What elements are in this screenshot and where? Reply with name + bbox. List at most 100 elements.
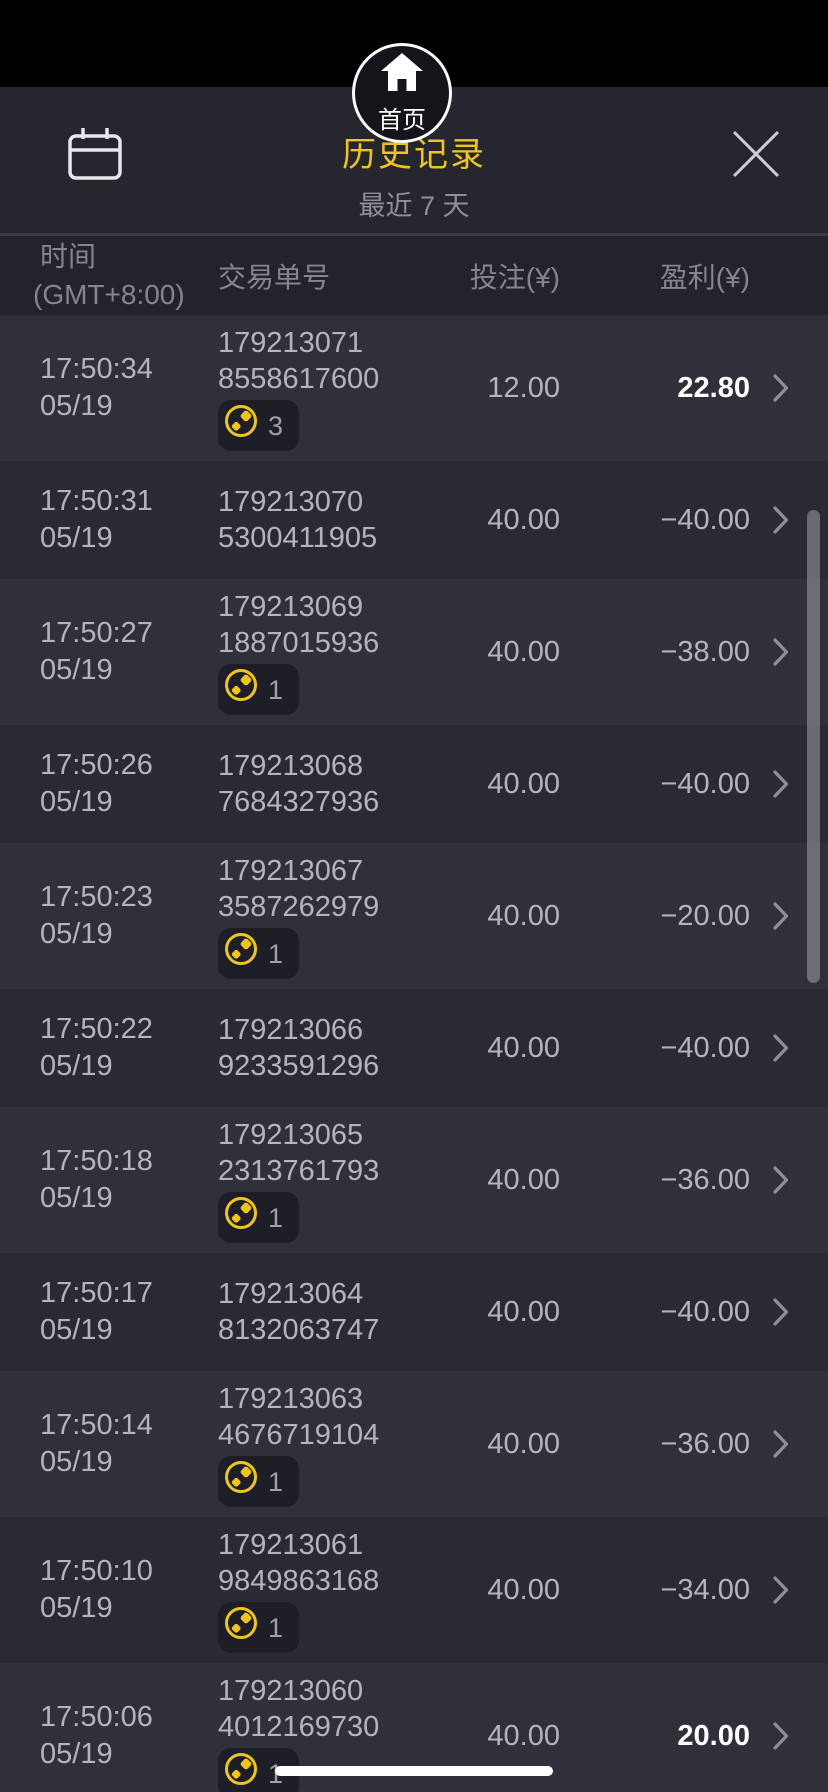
bet-count-badge: 1 bbox=[218, 664, 300, 715]
table-row[interactable]: 17:50:18 05/19 179213065 2313761793 1 40… bbox=[0, 1107, 828, 1253]
home-indicator[interactable] bbox=[275, 1766, 553, 1776]
bet-count-badge: 1 bbox=[218, 1456, 300, 1507]
bet-ball-icon bbox=[223, 1195, 259, 1240]
bet-count-badge: 1 bbox=[218, 928, 300, 979]
row-time: 17:50:23 05/19 bbox=[40, 881, 153, 950]
chevron-right-icon bbox=[750, 373, 790, 403]
bet-ball-icon bbox=[223, 1751, 259, 1792]
row-profit-amount: 20.00 bbox=[677, 1719, 750, 1752]
chevron-right-icon bbox=[750, 1575, 790, 1605]
chevron-right-icon bbox=[750, 769, 790, 799]
table-row[interactable]: 17:50:34 05/19 179213071 8558617600 3 12… bbox=[0, 315, 828, 461]
row-bet-amount: 40.00 bbox=[487, 767, 560, 800]
bet-count-badge: 3 bbox=[218, 400, 300, 451]
row-order-number: 179213071 8558617600 3 bbox=[218, 325, 430, 451]
row-time: 17:50:14 05/19 bbox=[40, 1409, 153, 1478]
chevron-right-icon bbox=[750, 901, 790, 931]
bet-ball-icon bbox=[223, 667, 259, 712]
row-order-number: 179213070 5300411905 bbox=[218, 486, 378, 554]
bet-count-badge: 1 bbox=[218, 1192, 300, 1243]
row-profit-amount: −34.00 bbox=[660, 1573, 750, 1606]
column-header-profit: 盈利(¥) bbox=[659, 261, 750, 293]
table-header: 时间 (GMT+8:00) 交易单号 投注(¥) 盈利(¥) bbox=[0, 233, 828, 315]
bet-count-value: 3 bbox=[268, 410, 284, 441]
row-profit-amount: −40.00 bbox=[660, 1295, 750, 1328]
row-bet-amount: 40.00 bbox=[487, 1163, 560, 1196]
table-row[interactable]: 17:50:22 05/19 179213066 9233591296 40.0… bbox=[0, 989, 828, 1107]
row-bet-amount: 40.00 bbox=[487, 1031, 560, 1064]
table-row[interactable]: 17:50:26 05/19 179213068 7684327936 40.0… bbox=[0, 725, 828, 843]
table-row[interactable]: 17:50:14 05/19 179213063 4676719104 1 40… bbox=[0, 1371, 828, 1517]
bet-ball-icon bbox=[223, 1605, 259, 1650]
calendar-icon bbox=[65, 127, 125, 186]
row-bet-amount: 40.00 bbox=[487, 1573, 560, 1606]
bet-count-value: 1 bbox=[268, 938, 284, 969]
row-order-number: 179213066 9233591296 bbox=[218, 1014, 380, 1082]
chevron-right-icon bbox=[750, 637, 790, 667]
row-bet-amount: 40.00 bbox=[487, 899, 560, 932]
calendar-button[interactable] bbox=[63, 123, 127, 187]
chevron-right-icon bbox=[750, 1721, 790, 1751]
bet-count-badge: 1 bbox=[218, 1602, 300, 1653]
chevron-right-icon bbox=[750, 1429, 790, 1459]
chevron-right-icon bbox=[750, 505, 790, 535]
row-profit-amount: −36.00 bbox=[660, 1163, 750, 1196]
row-profit-amount: −20.00 bbox=[660, 899, 750, 932]
row-order-number: 179213063 4676719104 1 bbox=[218, 1381, 430, 1507]
table-row[interactable]: 17:50:23 05/19 179213067 3587262979 1 40… bbox=[0, 843, 828, 989]
chevron-right-icon bbox=[750, 1297, 790, 1327]
close-icon bbox=[731, 130, 781, 181]
row-order-number: 179213061 9849863168 1 bbox=[218, 1527, 430, 1653]
history-list: 17:50:34 05/19 179213071 8558617600 3 12… bbox=[0, 315, 828, 1792]
row-profit-amount: −40.00 bbox=[660, 1031, 750, 1064]
row-profit-amount: −38.00 bbox=[660, 635, 750, 668]
table-row[interactable]: 17:50:17 05/19 179213064 8132063747 40.0… bbox=[0, 1253, 828, 1371]
row-time: 17:50:10 05/19 bbox=[40, 1555, 153, 1624]
row-bet-amount: 40.00 bbox=[487, 503, 560, 536]
bet-count-value: 1 bbox=[268, 1202, 284, 1233]
bet-ball-icon bbox=[223, 931, 259, 976]
row-time: 17:50:26 05/19 bbox=[40, 749, 153, 818]
table-row[interactable]: 17:50:27 05/19 179213069 1887015936 1 40… bbox=[0, 579, 828, 725]
home-button[interactable]: 首页 bbox=[352, 43, 452, 143]
home-button-label: 首页 bbox=[378, 106, 426, 134]
row-time: 17:50:18 05/19 bbox=[40, 1145, 153, 1214]
row-order-number: 179213064 8132063747 bbox=[218, 1278, 380, 1346]
bet-count-value: 1 bbox=[268, 1612, 284, 1643]
row-bet-amount: 12.00 bbox=[487, 371, 560, 404]
row-profit-amount: −40.00 bbox=[660, 503, 750, 536]
bet-ball-icon bbox=[223, 403, 259, 448]
row-time: 17:50:06 05/19 bbox=[40, 1701, 153, 1770]
row-time: 17:50:31 05/19 bbox=[40, 485, 153, 554]
bet-count-value: 1 bbox=[268, 1466, 284, 1497]
bet-ball-icon bbox=[223, 1459, 259, 1504]
page-subtitle: 最近 7 天 bbox=[358, 191, 470, 221]
row-order-number: 179213069 1887015936 1 bbox=[218, 589, 430, 715]
column-header-time: 时间 (GMT+8:00) bbox=[33, 240, 185, 310]
page-title: 历史记录 bbox=[342, 136, 486, 174]
scrollbar-thumb[interactable] bbox=[807, 510, 820, 983]
row-order-number: 179213065 2313761793 1 bbox=[218, 1117, 430, 1243]
row-time: 17:50:22 05/19 bbox=[40, 1013, 153, 1082]
row-time: 17:50:34 05/19 bbox=[40, 353, 153, 422]
column-header-bet: 投注(¥) bbox=[469, 261, 560, 293]
chevron-right-icon bbox=[750, 1033, 790, 1063]
bet-count-value: 1 bbox=[268, 674, 284, 705]
row-order-number: 179213067 3587262979 1 bbox=[218, 853, 430, 979]
table-row[interactable]: 17:50:31 05/19 179213070 5300411905 40.0… bbox=[0, 461, 828, 579]
home-icon bbox=[379, 52, 425, 97]
row-bet-amount: 40.00 bbox=[487, 1427, 560, 1460]
row-time: 17:50:27 05/19 bbox=[40, 617, 153, 686]
table-row[interactable]: 17:50:10 05/19 179213061 9849863168 1 40… bbox=[0, 1517, 828, 1663]
close-button[interactable] bbox=[728, 127, 784, 183]
column-header-order: 交易单号 bbox=[218, 261, 331, 293]
row-profit-amount: −36.00 bbox=[660, 1427, 750, 1460]
row-order-number: 179213068 7684327936 bbox=[218, 750, 380, 818]
row-bet-amount: 40.00 bbox=[487, 1719, 560, 1752]
row-profit-amount: 22.80 bbox=[677, 371, 750, 404]
row-bet-amount: 40.00 bbox=[487, 1295, 560, 1328]
row-profit-amount: −40.00 bbox=[660, 767, 750, 800]
row-time: 17:50:17 05/19 bbox=[40, 1277, 153, 1346]
row-bet-amount: 40.00 bbox=[487, 635, 560, 668]
